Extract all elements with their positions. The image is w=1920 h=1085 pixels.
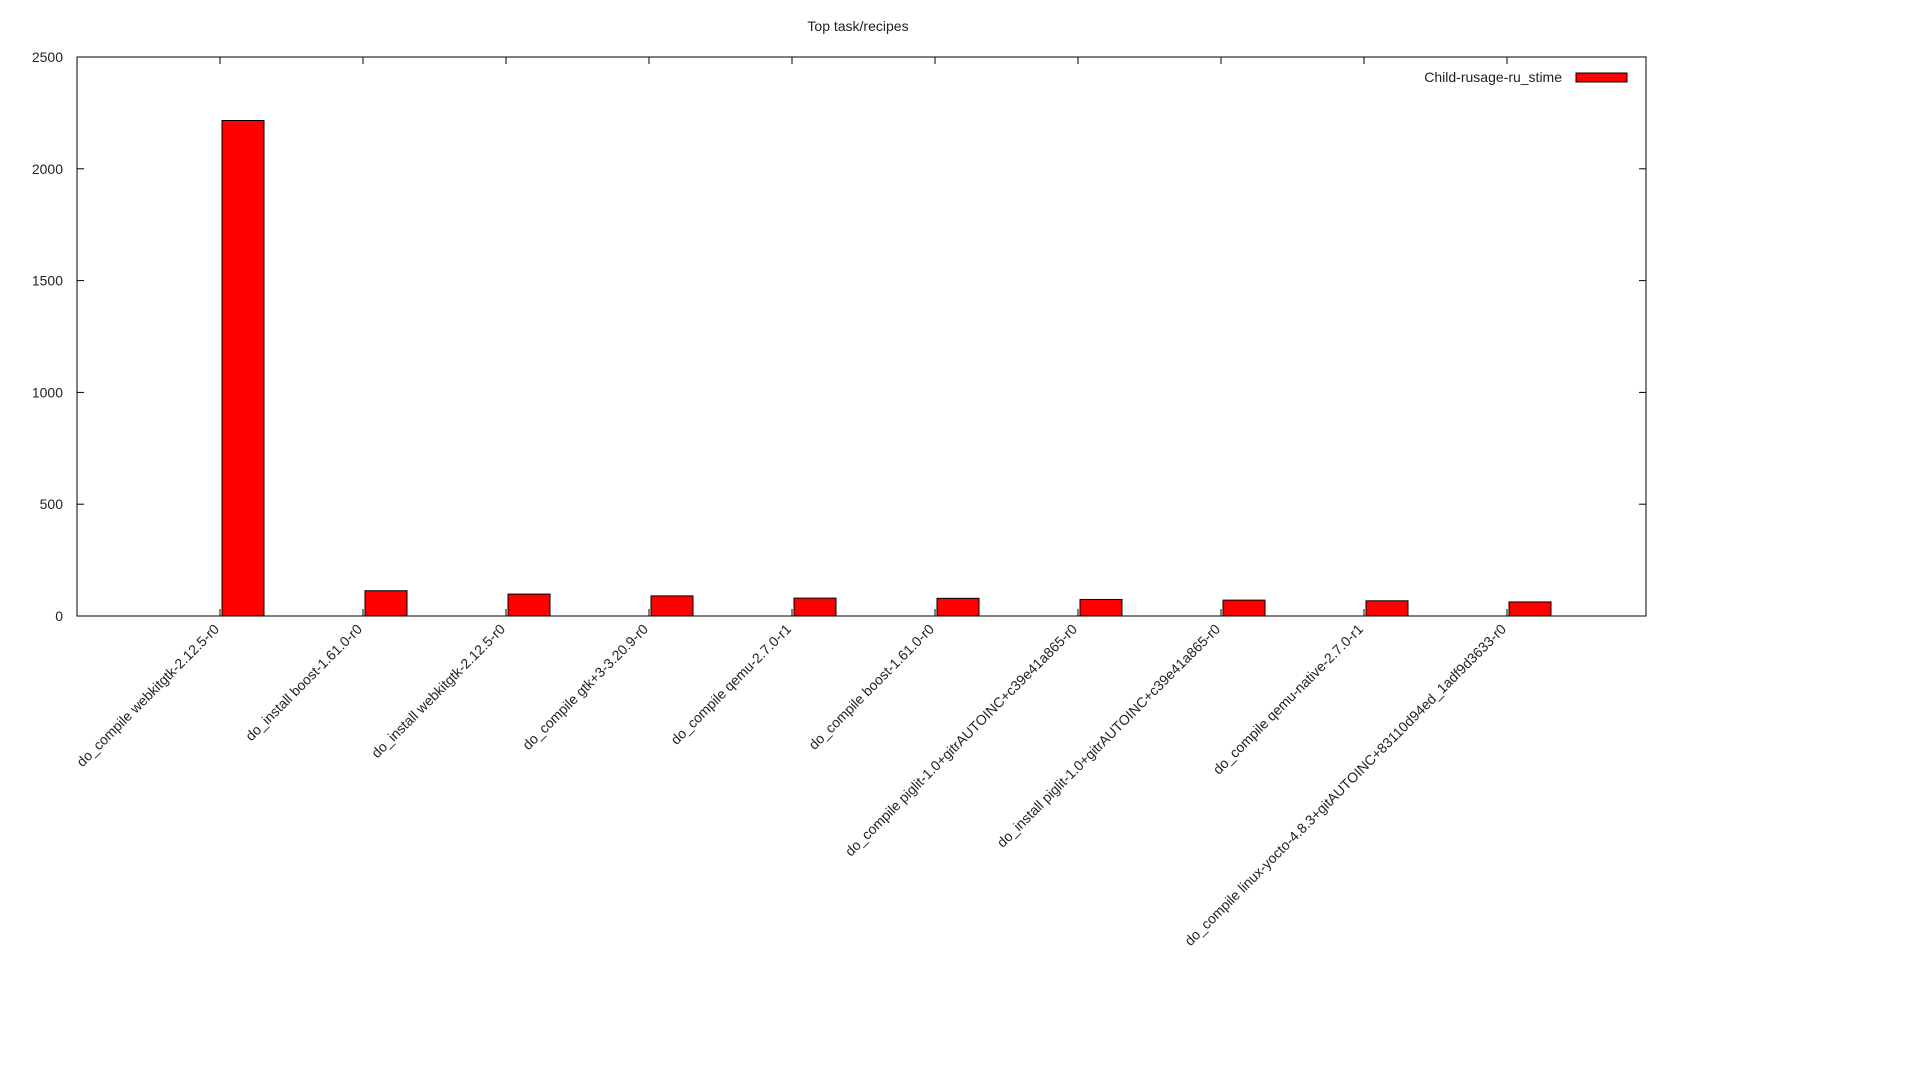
y-tick-label: 500: [40, 496, 64, 512]
bar: [507, 593, 551, 617]
x-tick-label: do_compile linux-yocto-4.8.3+gitAUTOINC+…: [1181, 621, 1509, 949]
bar: [650, 595, 694, 617]
x-tick-label: do_compile gtk+3-3.20.9-r0: [519, 621, 651, 753]
y-tick-label: 2500: [32, 49, 63, 65]
bar: [1079, 598, 1123, 617]
x-tick-label: do_install piglit-1.0+gitrAUTOINC+c39e41…: [994, 621, 1224, 851]
x-tick-label: do_install webkitgtk-2.12.5-r0: [368, 621, 508, 761]
x-tick-label: do_compile qemu-2.7.0-r1: [667, 621, 794, 748]
chart-title: Top task/recipes: [807, 18, 908, 34]
bar: [1365, 600, 1409, 617]
y-tick-label: 1000: [32, 384, 63, 400]
x-tick-label: do_compile boost-1.61.0-r0: [805, 621, 937, 753]
legend-swatch: [1575, 72, 1628, 83]
x-tick-label: do_compile qemu-native-2.7.0-r1: [1210, 621, 1367, 778]
y-tick-label: 0: [55, 608, 63, 624]
plot-border: [76, 56, 1647, 617]
bar: [936, 597, 980, 617]
bar: [1222, 599, 1266, 617]
bar: [221, 120, 265, 617]
bar: [793, 597, 837, 617]
x-tick-label: do_install boost-1.61.0-r0: [242, 621, 365, 744]
y-tick-label: 2000: [32, 161, 63, 177]
legend-label: Child-rusage-ru_stime: [1424, 69, 1562, 85]
bar: [1508, 601, 1552, 617]
x-tick-label: do_compile webkitgtk-2.12.5-r0: [73, 621, 222, 770]
x-tick-label: do_compile piglit-1.0+gitrAUTOINC+c39e41…: [842, 621, 1081, 860]
y-tick-label: 1500: [32, 273, 63, 289]
bar: [364, 590, 408, 617]
